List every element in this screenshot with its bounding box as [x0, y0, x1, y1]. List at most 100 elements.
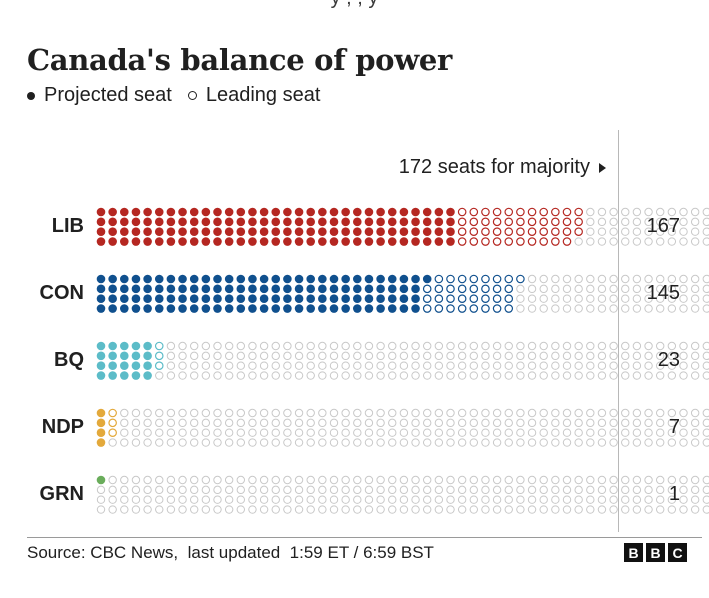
projected-seat-dot: [422, 207, 432, 217]
empty-seat-dot: [399, 371, 409, 380]
empty-seat-dot: [644, 341, 653, 351]
empty-seat-dot: [224, 505, 234, 514]
empty-seat-dot: [364, 438, 374, 447]
empty-seat-dot: [388, 408, 397, 418]
leading-seat-dot: [504, 237, 514, 246]
empty-seat-dot: [155, 408, 164, 418]
projected-seat-dot: [96, 217, 106, 227]
empty-seat-dot: [679, 408, 688, 418]
projected-seat-dot: [376, 217, 385, 227]
leading-seat-dot: [481, 207, 490, 217]
leading-seat-dot: [457, 284, 467, 294]
projected-seat-dot: [353, 294, 362, 304]
empty-seat-dot: [539, 418, 548, 428]
projected-seat-dot: [131, 304, 141, 313]
empty-seat-dot: [492, 371, 502, 380]
empty-seat-dot: [96, 505, 106, 514]
projected-seat-dot: [318, 207, 327, 217]
projected-seat-dot: [341, 207, 350, 217]
empty-seat-dot: [504, 475, 513, 485]
bbc-logo-letter: C: [668, 543, 687, 562]
empty-seat-dot: [551, 341, 560, 351]
empty-seat-dot: [457, 475, 467, 485]
empty-seat-dot: [178, 475, 187, 485]
empty-seat-dot: [609, 361, 618, 370]
empty-seat-dot: [178, 351, 187, 361]
empty-seat-dot: [621, 505, 630, 514]
projected-seat-dot: [96, 475, 106, 485]
empty-seat-dot: [679, 341, 688, 351]
empty-seat-dot: [259, 495, 269, 504]
bbc-logo-letter: B: [646, 543, 665, 562]
empty-seat-dot: [306, 351, 315, 361]
projected-seat-dot: [399, 284, 409, 294]
leading-seat-dot: [469, 217, 479, 227]
empty-seat-dot: [597, 495, 607, 504]
empty-seat-dot: [609, 428, 618, 437]
projected-seat-dot: [399, 294, 409, 304]
empty-seat-dot: [702, 284, 709, 294]
projected-seat-dot: [306, 294, 316, 304]
leading-seat-dot: [504, 294, 514, 303]
empty-seat-dot: [434, 361, 444, 370]
legend-projected-label: Projected seat: [44, 84, 172, 106]
leading-seat-dot: [504, 207, 514, 217]
empty-seat-dot: [609, 207, 618, 217]
projected-seat-dot: [120, 217, 129, 227]
empty-seat-dot: [504, 485, 513, 495]
projected-seat-dot: [271, 294, 281, 304]
projected-seat-dot: [236, 304, 246, 313]
projected-seat-dot: [283, 304, 292, 313]
empty-seat-dot: [632, 428, 642, 437]
projected-seat-dot: [213, 227, 222, 236]
empty-seat-dot: [656, 495, 665, 504]
empty-seat-dot: [318, 408, 327, 418]
empty-seat-dot: [609, 341, 618, 351]
empty-seat-dot: [597, 341, 607, 351]
empty-seat-dot: [702, 274, 709, 284]
empty-seat-dot: [259, 485, 269, 495]
leading-seat-dot: [562, 207, 572, 217]
empty-seat-dot: [609, 371, 618, 380]
leading-seat-dot: [504, 274, 514, 284]
projected-seat-dot: [154, 227, 164, 236]
empty-seat-dot: [644, 361, 653, 370]
empty-seat-dot: [492, 418, 502, 428]
empty-seat-dot: [609, 505, 618, 514]
projected-seat-dot: [120, 284, 129, 294]
empty-seat-dot: [597, 217, 607, 227]
empty-seat-dot: [644, 438, 653, 447]
empty-seat-dot: [178, 371, 187, 380]
leading-seat-dot: [492, 217, 502, 227]
projected-seat-dot: [224, 284, 234, 294]
empty-seat-dot: [481, 351, 490, 361]
empty-seat-dot: [586, 237, 595, 246]
empty-seat-dot: [271, 505, 280, 514]
empty-seat-dot: [469, 341, 478, 351]
empty-seat-dot: [376, 341, 385, 351]
empty-seat-dot: [551, 274, 560, 284]
leading-seat-dot: [154, 351, 164, 361]
projected-seat-dot: [224, 237, 234, 246]
empty-seat-dot: [516, 304, 525, 313]
empty-seat-dot: [457, 371, 467, 380]
empty-seat-dot: [306, 418, 315, 428]
leading-seat-dot: [446, 274, 455, 284]
empty-seat-dot: [329, 438, 339, 447]
empty-seat-dot: [527, 428, 537, 437]
leading-seat-dot: [422, 294, 432, 303]
empty-seat-dot: [190, 418, 199, 428]
leading-seat-dot: [422, 304, 432, 313]
empty-seat-dot: [283, 495, 292, 504]
projected-seat-dot: [120, 341, 129, 351]
projected-seat-dot: [341, 294, 350, 304]
empty-seat-dot: [551, 475, 560, 485]
projected-seat-dot: [271, 284, 281, 294]
projected-seat-dot: [236, 284, 246, 294]
leading-seat-dot: [108, 418, 117, 428]
empty-seat-dot: [271, 438, 280, 447]
empty-seat-dot: [574, 418, 583, 428]
seat-count-con: 145: [646, 281, 680, 304]
empty-seat-dot: [574, 408, 583, 418]
empty-seat-dot: [166, 438, 176, 447]
